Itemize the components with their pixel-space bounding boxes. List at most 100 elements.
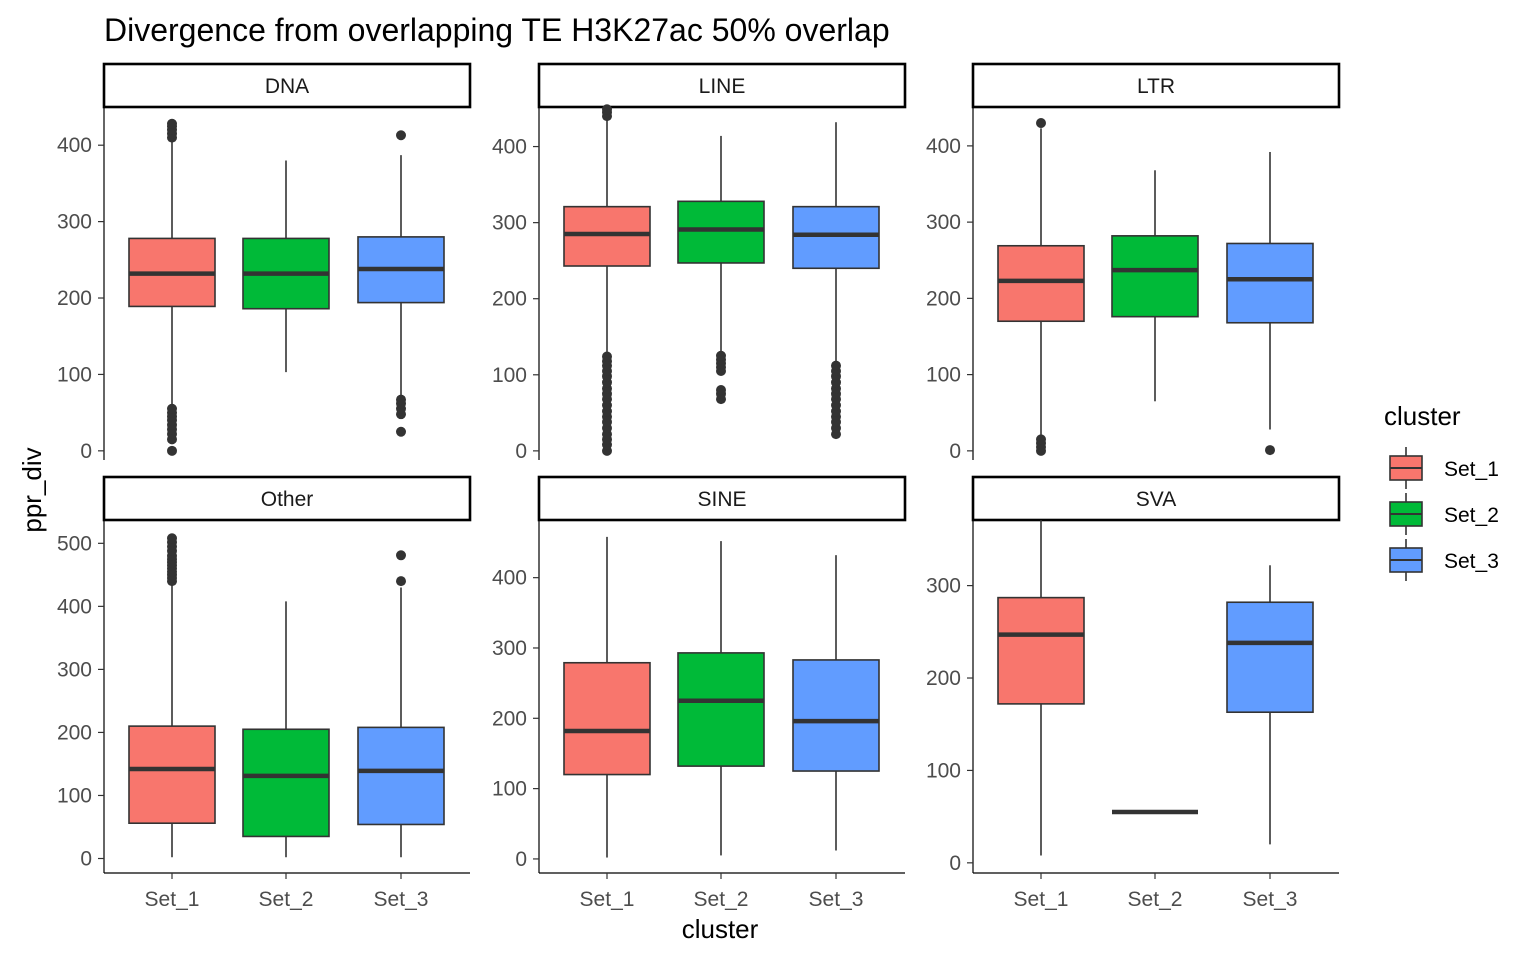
box-body <box>128 725 216 825</box>
x-axis-title: cluster <box>682 914 759 944</box>
y-tick-label: 400 <box>492 567 527 590</box>
box-set-1 <box>563 536 651 858</box>
y-tick-label: 200 <box>57 287 92 310</box>
y-tick-label: 0 <box>515 848 527 871</box>
legend-item-set-3: Set_3 <box>1389 539 1499 581</box>
y-tick-label: 200 <box>926 287 961 310</box>
y-tick-label: 500 <box>57 532 92 555</box>
panel-sine: SINE 0 100 200 300 400 Set_1 Set_2 Set_3 <box>492 475 907 911</box>
y-tick-label: 300 <box>926 211 961 234</box>
y-tick-label: 0 <box>515 440 527 463</box>
box-body <box>563 661 651 776</box>
box-body <box>792 205 880 270</box>
y-tick-label: 100 <box>926 364 961 387</box>
y-tick-label: 0 <box>80 848 92 871</box>
outlier-point <box>602 104 612 115</box>
y-tick-label: 100 <box>57 784 92 807</box>
outlier-point <box>831 360 841 371</box>
strip-box <box>971 62 1341 109</box>
outlier-point <box>1036 118 1046 129</box>
strip-label: LINE <box>699 75 746 98</box>
strip-label: SINE <box>697 488 746 511</box>
strip-box <box>537 475 907 522</box>
y-axis-title: ppr_div <box>17 447 47 532</box>
y-tick-label: 100 <box>926 759 961 782</box>
box-set-3 <box>1226 565 1314 845</box>
strip-label: LTR <box>1137 75 1175 98</box>
y-tick-label: 300 <box>57 658 92 681</box>
outlier-point <box>167 445 177 456</box>
panel-line: LINE 0 100 200 300 400 <box>492 62 907 463</box>
outlier-point <box>396 394 406 405</box>
x-tick-label: Set_3 <box>809 888 864 911</box>
outlier-point <box>602 351 612 362</box>
panel-sva: SVA 0 100 200 300 Set_1 Set_2 Set_3 <box>926 475 1341 911</box>
legend-label: Set_1 <box>1444 458 1499 481</box>
outlier-point <box>1036 434 1046 445</box>
legend-title: cluster <box>1384 401 1461 431</box>
facet-panels: DNA 0 100 200 300 400 LINE 0 100 200 300 400 LTR 0 100… <box>57 62 1341 911</box>
box-body <box>997 244 1085 323</box>
panel-other: Other 0 100 200 300 400 500 Set_1 Set_2 Set_3 <box>57 475 472 911</box>
y-tick-label: 0 <box>80 440 92 463</box>
box-body <box>677 200 765 264</box>
y-tick-label: 0 <box>949 440 961 463</box>
legend-keys: Set_1 Set_2 Set_3 <box>1389 447 1499 581</box>
box-body <box>792 659 880 772</box>
x-tick-label: Set_1 <box>580 888 635 911</box>
strip-box <box>971 475 1341 522</box>
y-tick-label: 0 <box>949 852 961 875</box>
legend-label: Set_2 <box>1444 504 1499 527</box>
chart-title: Divergence from overlapping TE H3K27ac 5… <box>104 12 890 48</box>
y-tick-label: 200 <box>57 721 92 744</box>
x-tick-label: Set_3 <box>1243 888 1298 911</box>
legend-item-set-2: Set_2 <box>1389 493 1499 535</box>
outlier-point <box>167 533 177 544</box>
outlier-point <box>396 576 406 587</box>
strip-label: DNA <box>265 75 309 98</box>
y-tick-label: 100 <box>492 778 527 801</box>
box-body <box>242 728 330 838</box>
strip-box <box>102 62 472 109</box>
box-body <box>997 596 1085 705</box>
box-set-3 <box>357 550 445 858</box>
x-tick-label: Set_1 <box>145 888 200 911</box>
box-set-1 <box>997 520 1085 856</box>
outlier-point <box>396 130 406 141</box>
strip-box <box>537 62 907 109</box>
box-set-3 <box>792 122 880 440</box>
y-tick-label: 400 <box>926 135 961 158</box>
legend-label: Set_3 <box>1444 550 1499 573</box>
strip-label: Other <box>261 488 314 511</box>
box-set-1 <box>128 533 216 858</box>
outlier-point <box>716 385 726 396</box>
panel-dna: DNA 0 100 200 300 400 <box>57 62 472 463</box>
y-tick-label: 200 <box>926 667 961 690</box>
x-tick-label: Set_3 <box>374 888 429 911</box>
strip-label: SVA <box>1136 488 1176 511</box>
y-tick-label: 300 <box>57 211 92 234</box>
box-set-2 <box>677 541 765 856</box>
x-tick-label: Set_2 <box>1128 888 1183 911</box>
legend-item-set-1: Set_1 <box>1389 447 1499 489</box>
box-set-1 <box>128 118 216 456</box>
y-tick-label: 400 <box>57 595 92 618</box>
x-tick-label: Set_2 <box>259 888 314 911</box>
y-tick-label: 400 <box>492 136 527 159</box>
y-tick-label: 200 <box>492 707 527 730</box>
box-set-3 <box>357 130 445 437</box>
box-set-3 <box>792 555 880 851</box>
box-set-2 <box>677 135 765 405</box>
box-set-1 <box>997 118 1085 456</box>
x-tick-label: Set_1 <box>1014 888 1069 911</box>
panel-ltr: LTR 0 100 200 300 400 <box>926 62 1341 463</box>
legend: cluster Set_1 Set_2 Set_3 <box>1384 401 1499 581</box>
strip-box <box>102 475 472 522</box>
y-tick-label: 300 <box>492 212 527 235</box>
outlier-point <box>167 118 177 129</box>
box-body <box>563 205 651 267</box>
x-tick-label: Set_2 <box>694 888 749 911</box>
y-tick-label: 300 <box>926 575 961 598</box>
box-set-3 <box>1226 151 1314 456</box>
